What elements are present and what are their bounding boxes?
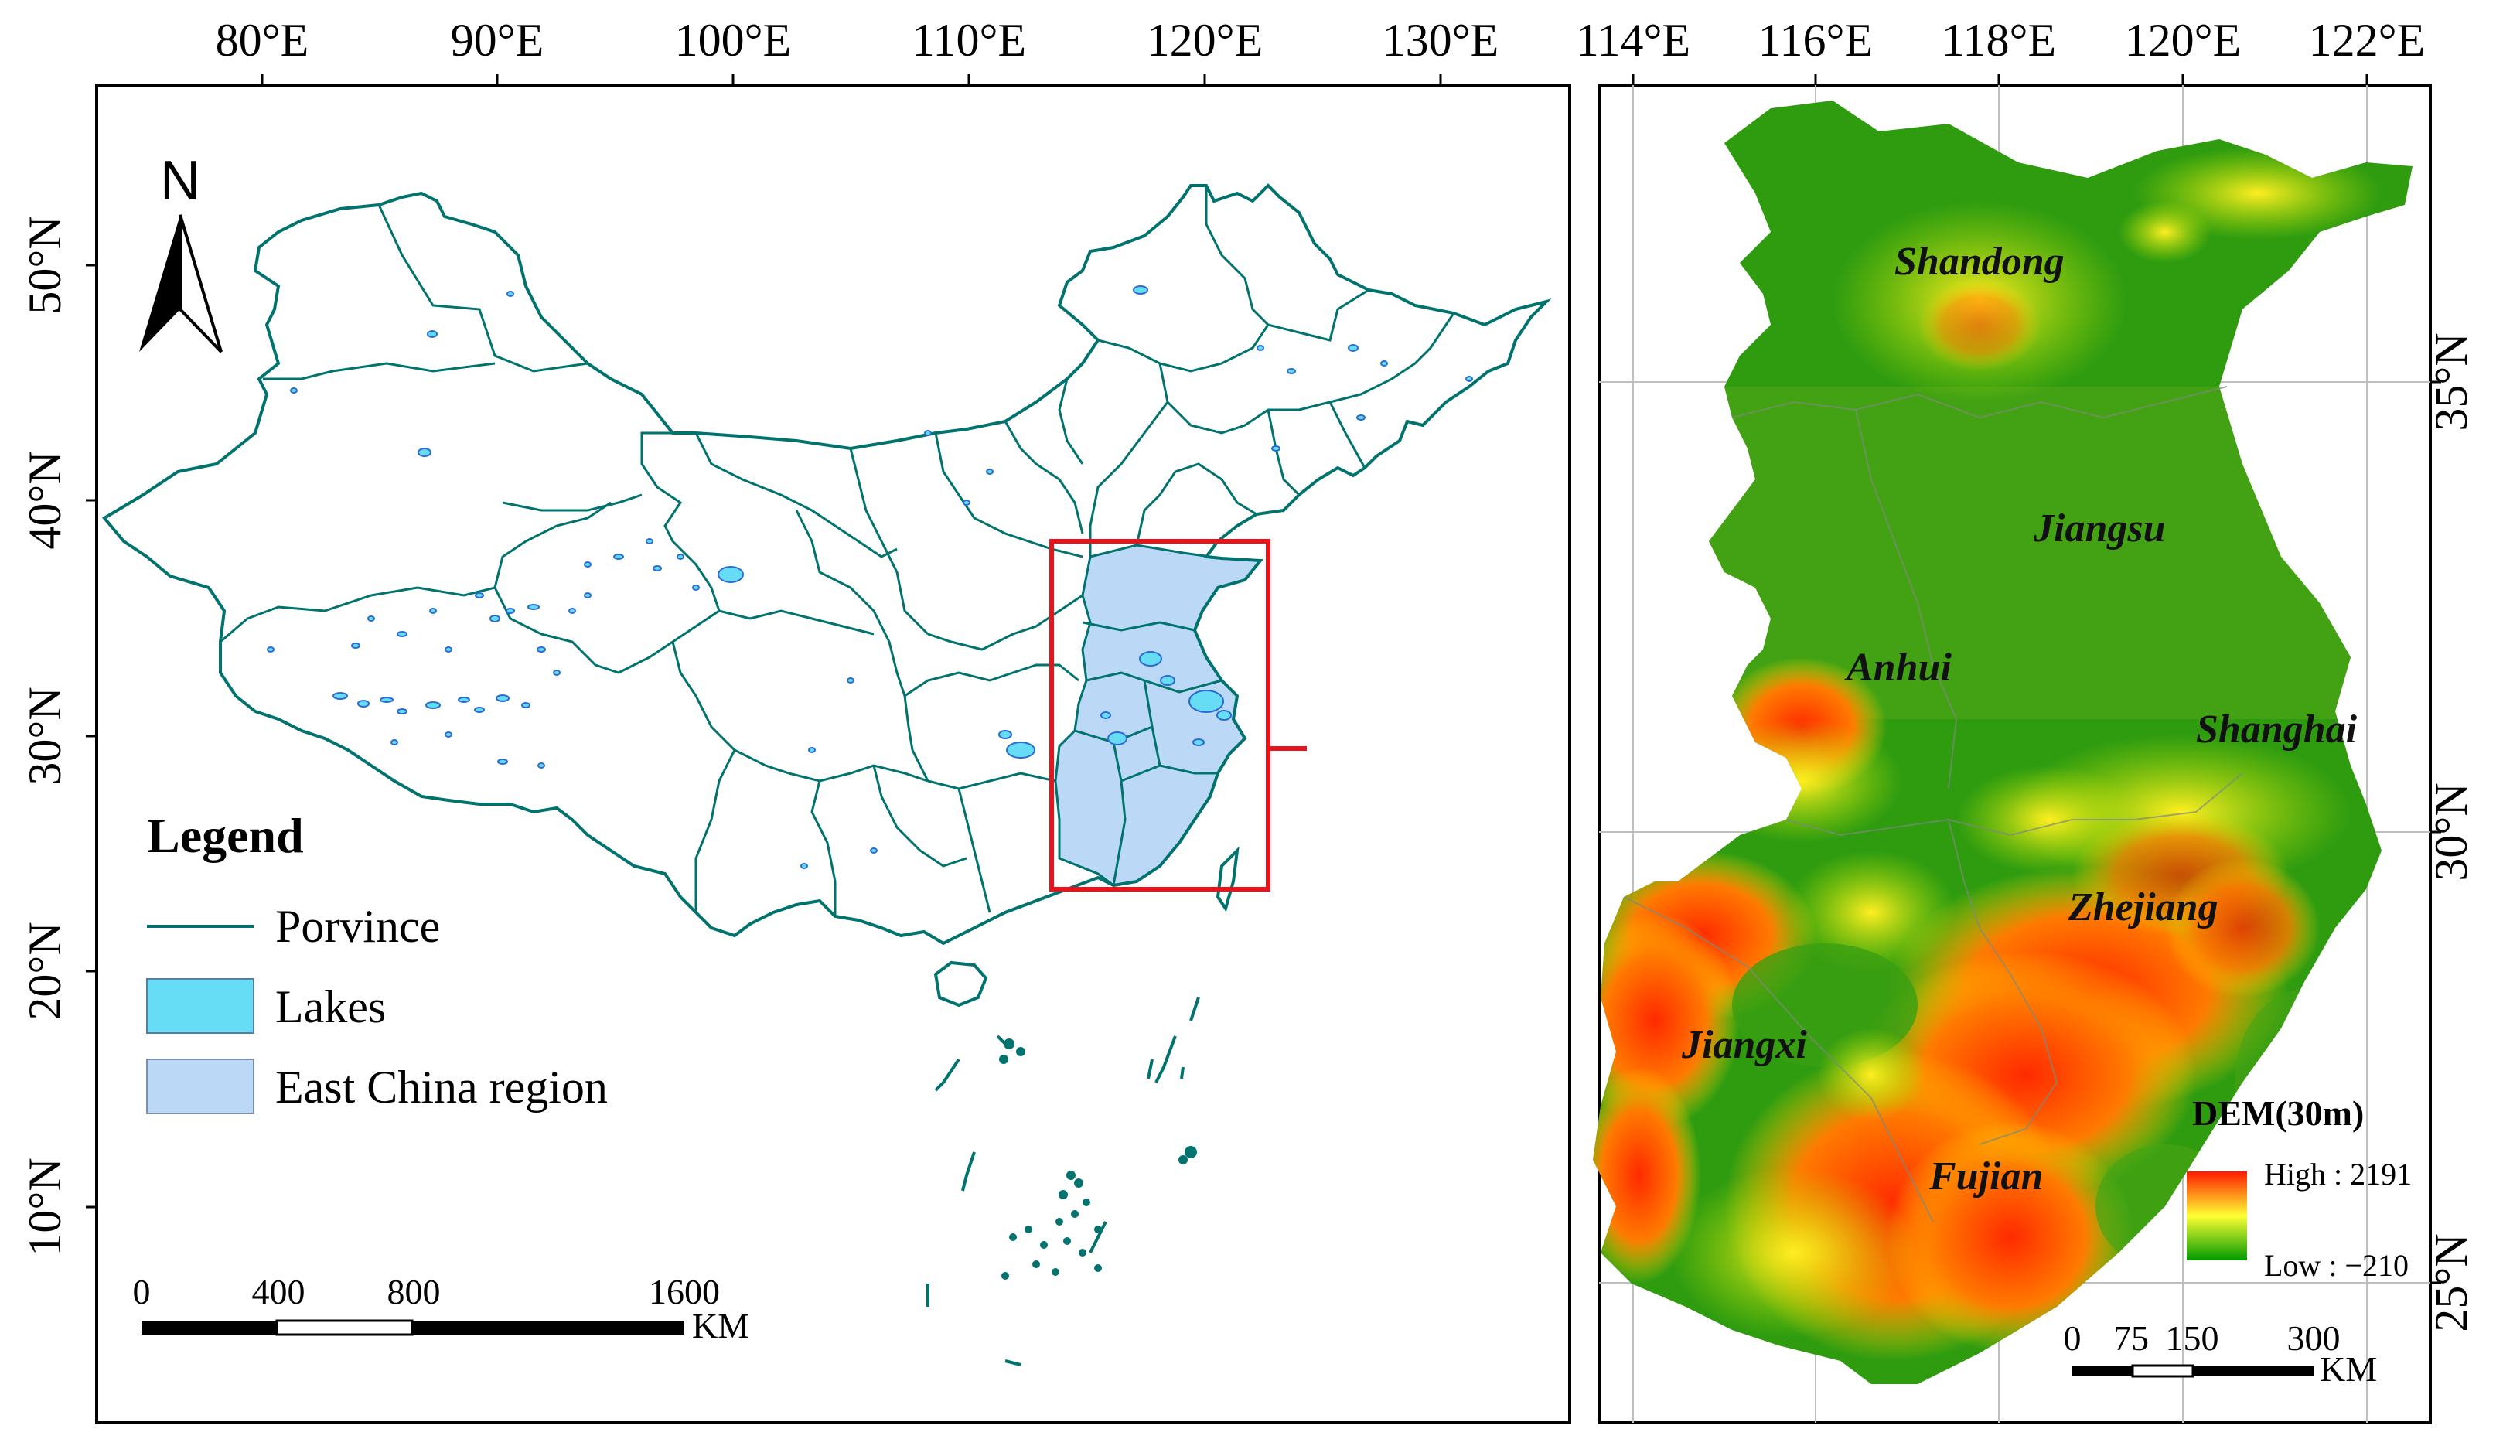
lat-tick-40: 40°N (19, 451, 70, 549)
label-zhejiang: Zhejiang (2068, 885, 2218, 929)
legend-region-swatch (146, 1059, 254, 1114)
r-scale-label-75: 75 (2113, 1318, 2149, 1358)
dem-province-borders (1623, 386, 2243, 1222)
label-jiangsu: Jiangsu (2033, 506, 2166, 551)
legend-region-label: East China region (275, 1062, 608, 1113)
left-scale-bar: 0 400 800 1600 KM (133, 1272, 750, 1345)
label-fujian: Fujian (1928, 1154, 2043, 1199)
scale-unit: KM (692, 1306, 749, 1345)
dem-legend: DEM(30m) High : 2191 Low : −210 (2187, 1093, 2412, 1283)
legend-lakes-swatch (146, 978, 254, 1034)
islands (926, 846, 1240, 1366)
right-scale-bar: 0 75 150 300 KM (2064, 1318, 2378, 1389)
north-arrow-icon (139, 215, 180, 352)
left-latitude-ticks: 50°N 40°N 30°N 20°N 10°N (19, 216, 97, 1257)
lakes (290, 285, 1473, 869)
east-china-dem-panel: Shandong Jiangsu Anhui Shanghai Zhejiang… (1576, 15, 2477, 1424)
lat-tick-20: 20°N (19, 922, 70, 1020)
lat-tick-25: 25°N (2426, 1233, 2477, 1332)
north-arrow: N (139, 150, 223, 353)
r-scale-label-150: 150 (2166, 1318, 2219, 1358)
china-map-panel: 80°E 90°E 100°E 110°E 120°E 130°E 50°N 4… (19, 15, 1571, 1424)
lat-tick-30: 30°N (19, 687, 70, 785)
map-legend: Legend Porvince Lakes East China region (146, 808, 608, 1114)
r-scale-label-300: 300 (2287, 1318, 2341, 1358)
label-anhui: Anhui (1844, 646, 1952, 690)
scale-label-800: 800 (387, 1272, 441, 1311)
dem-legend-title: DEM(30m) (2192, 1093, 2364, 1133)
lon-tick-120: 120°E (1147, 15, 1263, 66)
lon-tick-80: 80°E (216, 15, 309, 66)
lon-tick-120-right: 120°E (2125, 15, 2242, 66)
east-china-extent-box (1049, 539, 1270, 892)
r-scale-unit: KM (2320, 1349, 2377, 1389)
legend-lakes-label: Lakes (275, 981, 386, 1032)
legend-title: Legend (147, 808, 304, 863)
scale-label-400: 400 (252, 1272, 305, 1311)
lon-tick-110: 110°E (912, 15, 1026, 66)
lon-tick-122: 122°E (2309, 15, 2426, 66)
scale-label-0: 0 (133, 1272, 151, 1311)
lon-tick-116: 116°E (1758, 15, 1873, 66)
label-shandong: Shandong (1894, 240, 2065, 284)
dem-high-label: High : 2191 (2264, 1157, 2412, 1192)
right-longitude-ticks: 114°E 116°E 118°E 120°E 122°E (1576, 15, 2426, 85)
lat-tick-35: 35°N (2426, 332, 2477, 431)
lon-tick-90: 90°E (451, 15, 544, 66)
lon-tick-118: 118°E (1942, 15, 2056, 66)
china-outline (101, 183, 1552, 946)
province-labels: Shandong Jiangsu Anhui Shanghai Zhejiang… (1681, 240, 2358, 1199)
lon-tick-114: 114°E (1576, 15, 1690, 66)
r-scale-label-0: 0 (2064, 1318, 2082, 1358)
north-label: N (160, 150, 200, 212)
left-map-frame (95, 84, 1571, 1424)
lat-tick-50: 50°N (19, 216, 70, 314)
lon-tick-130: 130°E (1383, 15, 1499, 66)
tibet-lakes (267, 538, 700, 769)
dem-low-label: Low : −210 (2264, 1248, 2409, 1283)
label-jiangxi: Jiangxi (1681, 1023, 1807, 1067)
lat-tick-10: 10°N (19, 1158, 70, 1256)
right-latitude-ticks: 35°N 30°N 25°N (2426, 332, 2477, 1332)
province-borders (220, 186, 1455, 916)
lon-tick-100: 100°E (675, 15, 792, 66)
top-longitude-ticks: 80°E 90°E 100°E 110°E 120°E 130°E (216, 15, 1499, 85)
dem-color-ramp (2187, 1171, 2247, 1260)
lat-tick-30-right: 30°N (2426, 783, 2477, 881)
legend-province-label: Porvince (275, 901, 440, 952)
scale-label-1600: 1600 (649, 1272, 720, 1311)
label-shanghai: Shanghai (2196, 708, 2358, 752)
